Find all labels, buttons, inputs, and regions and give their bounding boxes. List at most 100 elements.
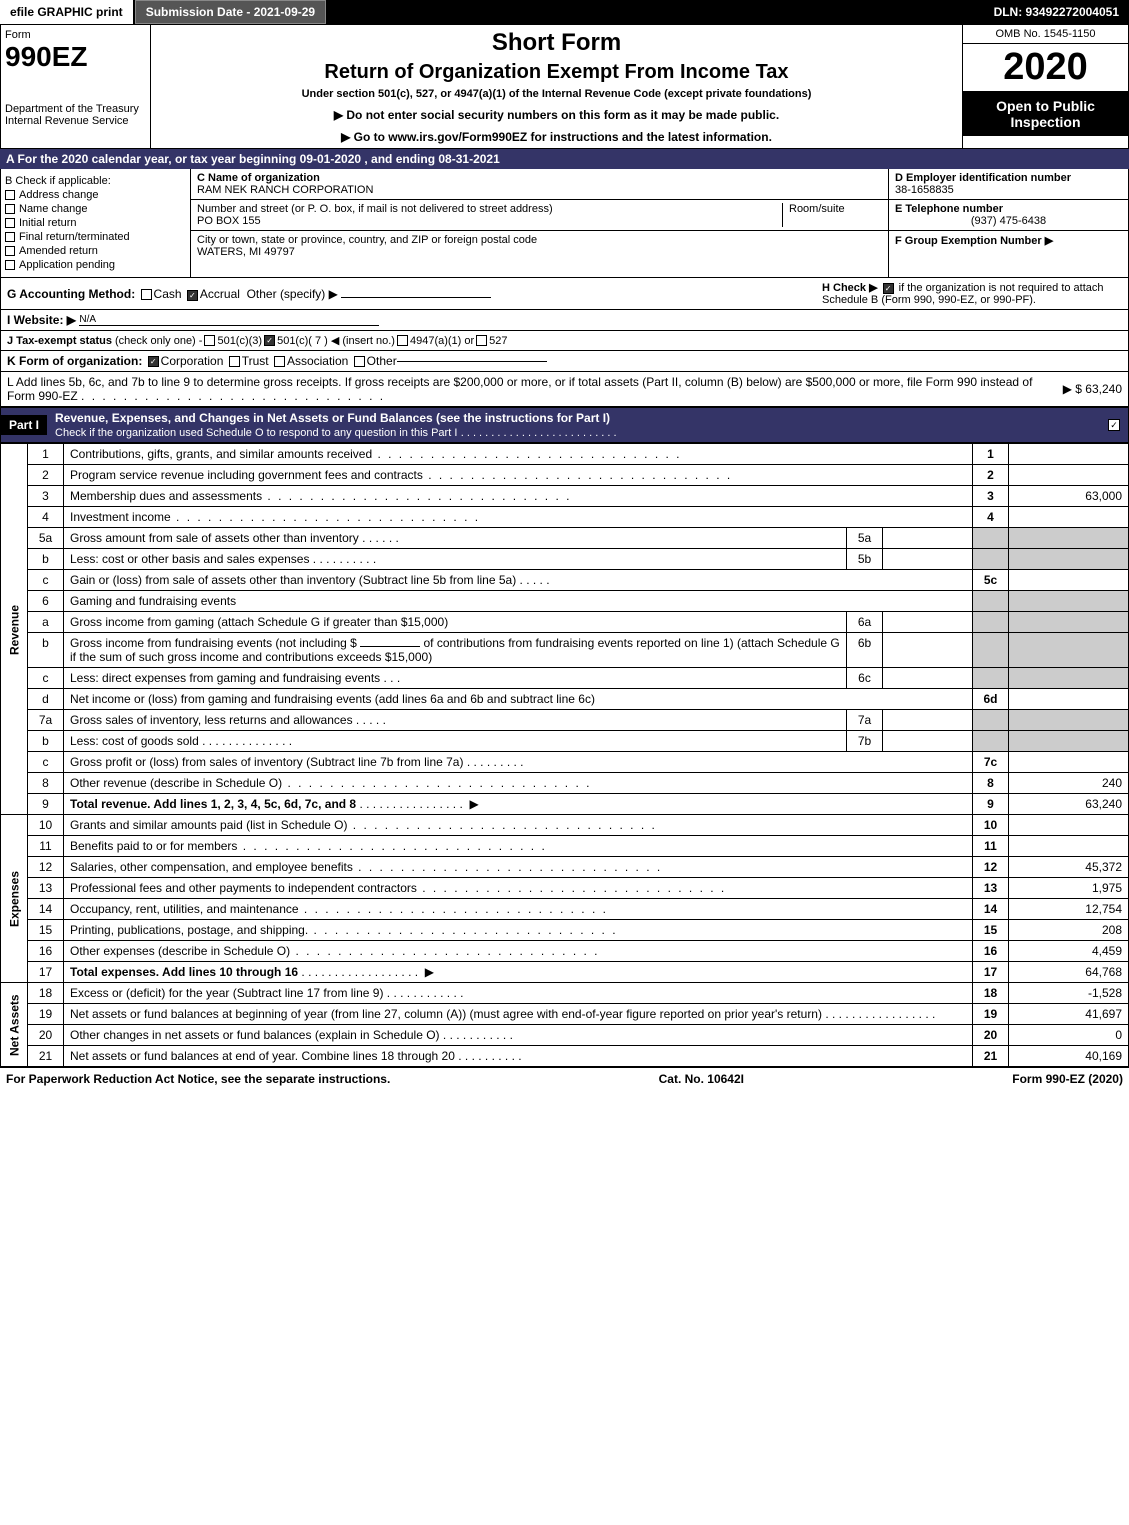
l-value: ▶ $ 63,240 [1063, 382, 1122, 396]
value-21: 40,169 [1009, 1046, 1129, 1067]
part-1-sub: Check if the organization used Schedule … [55, 427, 457, 439]
footer-left: For Paperwork Reduction Act Notice, see … [6, 1072, 390, 1086]
line-j: J Tax-exempt status (check only one) - 5… [0, 331, 1129, 351]
irs-label: Internal Revenue Service [5, 115, 146, 127]
chk-assoc[interactable] [274, 356, 285, 367]
ein-label: D Employer identification number [895, 172, 1122, 184]
chk-pending[interactable]: Application pending [5, 259, 186, 271]
period-bar: A For the 2020 calendar year, or tax yea… [0, 149, 1129, 169]
value-14: 12,754 [1009, 899, 1129, 920]
value-19: 41,697 [1009, 1004, 1129, 1025]
footer-right: Form 990-EZ (2020) [1012, 1072, 1123, 1086]
value-20: 0 [1009, 1025, 1129, 1046]
chk-527[interactable] [476, 335, 487, 346]
chk-initial[interactable]: Initial return [5, 217, 186, 229]
part-1-table: Revenue 1 Contributions, gifts, grants, … [0, 443, 1129, 1067]
section-d-e-f: D Employer identification number 38-1658… [888, 169, 1128, 277]
tax-year: 2020 [963, 44, 1128, 92]
header-right: OMB No. 1545-1150 2020 Open to Public In… [963, 25, 1128, 148]
efile-print-button[interactable]: efile GRAPHIC print [0, 0, 135, 24]
value-16: 4,459 [1009, 941, 1129, 962]
submission-date-button[interactable]: Submission Date - 2021-09-29 [135, 0, 326, 24]
line-k: K Form of organization: ✓Corporation Tru… [0, 351, 1129, 372]
form-label: Form [5, 29, 146, 41]
top-bar: efile GRAPHIC print Submission Date - 20… [0, 0, 1129, 24]
value-11 [1009, 836, 1129, 857]
chk-501c3[interactable] [204, 335, 215, 346]
value-4 [1009, 507, 1129, 528]
value-6a [883, 612, 973, 633]
form-number: 990EZ [5, 41, 146, 73]
value-7b [883, 731, 973, 752]
website-value: N/A [79, 314, 379, 326]
tel-label: E Telephone number [895, 203, 1122, 215]
value-2 [1009, 465, 1129, 486]
form-header: Form 990EZ Department of the Treasury In… [0, 24, 1129, 149]
room-suite-label: Room/suite [782, 203, 882, 227]
part-1-label: Part I [1, 415, 47, 435]
value-6d [1009, 689, 1129, 710]
net-assets-sidebar: Net Assets [1, 983, 28, 1067]
i-label: I Website: ▶ [7, 313, 76, 327]
expenses-sidebar: Expenses [1, 815, 28, 983]
value-5b [883, 549, 973, 570]
value-9: 63,240 [1009, 794, 1129, 815]
note-ssn: ▶ Do not enter social security numbers o… [155, 108, 958, 122]
info-section: B Check if applicable: Address change Na… [0, 169, 1129, 278]
chk-accrual[interactable]: ✓ [187, 290, 198, 301]
chk-final[interactable]: Final return/terminated [5, 231, 186, 243]
chk-other-org[interactable] [354, 356, 365, 367]
j-label: J Tax-exempt status [7, 335, 112, 347]
page-footer: For Paperwork Reduction Act Notice, see … [0, 1067, 1129, 1090]
value-15: 208 [1009, 920, 1129, 941]
street-label: Number and street (or P. O. box, if mail… [197, 203, 782, 215]
value-10 [1009, 815, 1129, 836]
chk-corp[interactable]: ✓ [148, 356, 159, 367]
note-link[interactable]: ▶ Go to www.irs.gov/Form990EZ for instru… [155, 130, 958, 144]
value-5a [883, 528, 973, 549]
chk-h[interactable]: ✓ [883, 283, 894, 294]
section-c: C Name of organization RAM NEK RANCH COR… [191, 169, 888, 277]
chk-501c[interactable]: ✓ [264, 335, 275, 346]
dln-label: DLN: 93492272004051 [984, 0, 1129, 24]
c-label: C Name of organization [197, 172, 882, 184]
main-title: Return of Organization Exempt From Incom… [155, 61, 958, 84]
chk-name[interactable]: Name change [5, 203, 186, 215]
header-left: Form 990EZ Department of the Treasury In… [1, 25, 151, 148]
chk-address[interactable]: Address change [5, 189, 186, 201]
part-1-title: Revenue, Expenses, and Changes in Net As… [55, 411, 610, 425]
section-b-label: B Check if applicable: [5, 175, 186, 187]
footer-mid: Cat. No. 10642I [659, 1072, 744, 1086]
k-label: K Form of organization: [7, 354, 142, 368]
part-1-header: Part I Revenue, Expenses, and Changes in… [0, 407, 1129, 443]
group-exempt-label: F Group Exemption Number ▶ [895, 234, 1122, 247]
value-7a [883, 710, 973, 731]
value-12: 45,372 [1009, 857, 1129, 878]
h-label: H Check ▶ [822, 282, 878, 294]
chk-trust[interactable] [229, 356, 240, 367]
chk-4947[interactable] [397, 335, 408, 346]
value-13: 1,975 [1009, 878, 1129, 899]
dept-label: Department of the Treasury [5, 103, 146, 115]
section-b: B Check if applicable: Address change Na… [1, 169, 191, 277]
value-1 [1009, 444, 1129, 465]
line-l: L Add lines 5b, 6c, and 7b to line 9 to … [0, 372, 1129, 407]
value-18: -1,528 [1009, 983, 1129, 1004]
short-form-title: Short Form [155, 29, 958, 57]
tel-value: (937) 475-6438 [895, 215, 1122, 227]
part-1-checkbox[interactable]: ✓ [1108, 419, 1120, 431]
chk-cash[interactable] [141, 289, 152, 300]
value-17: 64,768 [1009, 962, 1129, 983]
value-3: 63,000 [1009, 486, 1129, 507]
org-name: RAM NEK RANCH CORPORATION [197, 184, 882, 196]
value-6c [883, 668, 973, 689]
value-8: 240 [1009, 773, 1129, 794]
chk-amended[interactable]: Amended return [5, 245, 186, 257]
city-value: WATERS, MI 49797 [197, 246, 537, 258]
g-label: G Accounting Method: [7, 287, 135, 301]
line-i: I Website: ▶ N/A [0, 310, 1129, 331]
subtitle: Under section 501(c), 527, or 4947(a)(1)… [155, 88, 958, 100]
value-6b [883, 633, 973, 668]
ein-value: 38-1658835 [895, 184, 1122, 196]
value-7c [1009, 752, 1129, 773]
